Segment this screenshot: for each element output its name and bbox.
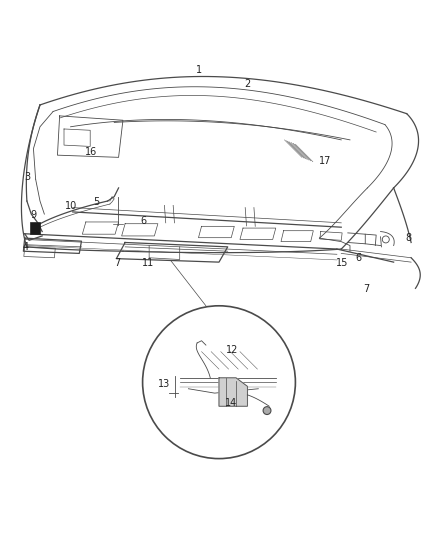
Circle shape <box>143 306 295 458</box>
Circle shape <box>263 407 271 415</box>
Text: 6: 6 <box>141 216 147 225</box>
Text: 15: 15 <box>336 258 349 268</box>
Text: 4: 4 <box>23 242 29 252</box>
Polygon shape <box>219 378 247 406</box>
Text: 1: 1 <box>196 65 202 75</box>
Text: 3: 3 <box>24 172 30 182</box>
Text: 14: 14 <box>225 398 237 408</box>
Text: 6: 6 <box>356 253 362 263</box>
Text: 7: 7 <box>115 258 121 268</box>
Text: 7: 7 <box>364 284 370 294</box>
Text: 10: 10 <box>65 201 78 211</box>
Text: 11: 11 <box>142 258 154 268</box>
Text: 16: 16 <box>85 147 98 157</box>
Text: 17: 17 <box>318 156 331 166</box>
Text: 5: 5 <box>93 197 99 207</box>
Text: 8: 8 <box>406 233 412 243</box>
Text: 2: 2 <box>244 79 251 89</box>
Text: 12: 12 <box>226 345 238 356</box>
Text: 9: 9 <box>30 210 36 220</box>
Bar <box>30 222 40 234</box>
Text: 13: 13 <box>158 379 170 390</box>
